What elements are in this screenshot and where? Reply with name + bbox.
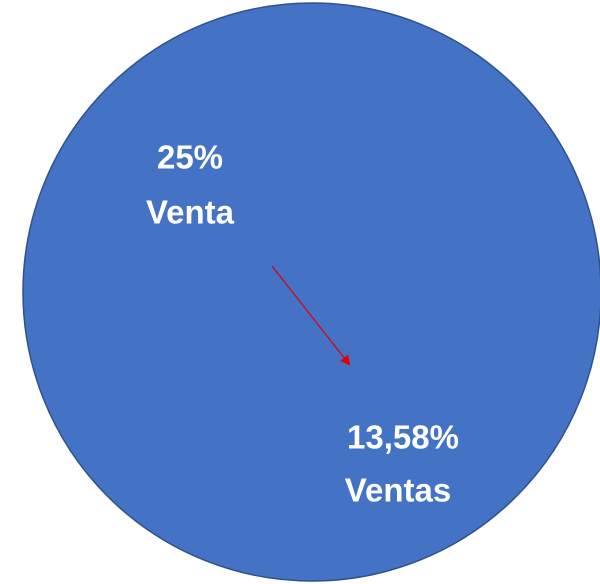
label-line: 25% [157,139,223,176]
label-line: Venta [146,194,235,231]
label-line: 13,58% [347,419,459,456]
arrow [271,265,351,366]
label-line: Ventas [345,472,451,509]
circle [22,2,600,582]
